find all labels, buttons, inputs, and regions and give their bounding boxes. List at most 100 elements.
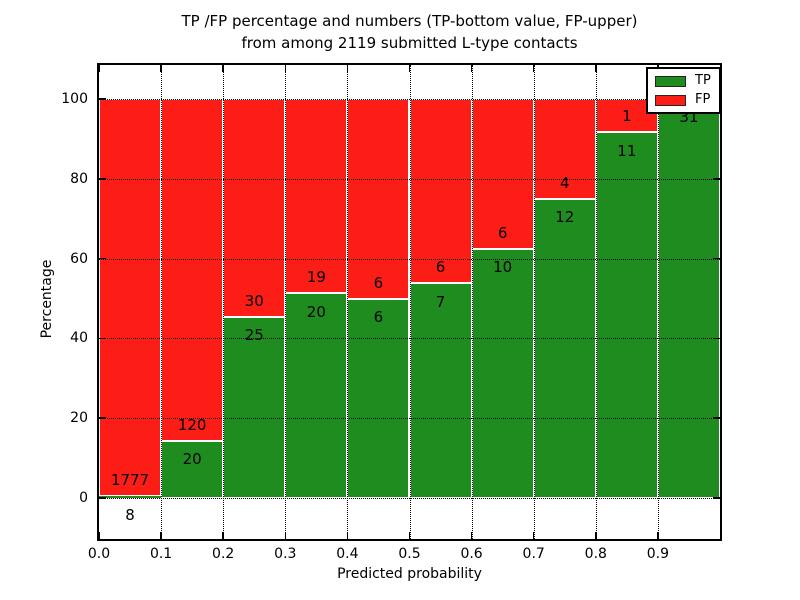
tp-count-label: 11	[617, 141, 637, 160]
legend-label: FP	[695, 92, 711, 107]
fp-bar-segment	[409, 99, 472, 284]
v-gridline	[285, 65, 287, 539]
y-tick-label: 40	[70, 330, 88, 347]
tp-bar-segment	[595, 132, 658, 498]
x-tick-mark	[160, 65, 162, 72]
fp-count-label: 30	[244, 291, 264, 310]
x-tick-mark	[284, 65, 287, 72]
y-tick-mark	[99, 337, 106, 340]
x-tick-label: 0.9	[646, 546, 670, 562]
tp-count-label: 7	[435, 292, 446, 311]
tp-count-label: 20	[182, 450, 202, 469]
x-tick-mark	[160, 532, 162, 539]
y-tick-mark	[713, 178, 720, 180]
v-gridline	[409, 65, 411, 539]
plot-area: 1777812020302519206667610412111031	[97, 63, 722, 541]
x-tick-label: 0.8	[584, 546, 607, 562]
x-tick-mark	[346, 65, 349, 72]
legend-label: TP	[695, 73, 711, 88]
y-axis-label: Percentage	[39, 259, 55, 339]
v-gridline	[533, 65, 535, 539]
fp-bar-segment	[99, 99, 162, 497]
chart-title: TP /FP percentage and numbers (TP-bottom…	[99, 10, 720, 54]
x-tick-mark	[98, 532, 100, 539]
x-tick-label: 0.0	[87, 546, 111, 562]
fp-count-label: 1	[622, 107, 632, 126]
v-gridline	[347, 65, 349, 539]
y-tick-mark	[99, 417, 106, 419]
fp-count-label: 120	[177, 416, 207, 435]
y-tick-label: 20	[70, 410, 88, 427]
x-tick-label: 0.1	[149, 546, 173, 562]
fp-count-label: 6	[435, 258, 446, 277]
y-tick-mark	[713, 497, 720, 499]
tp-bar-segment	[99, 496, 162, 498]
tp-count-label: 12	[555, 208, 575, 227]
fp-bar-segment	[223, 99, 286, 317]
fp-bar-segment	[471, 99, 534, 249]
tp-count-label: 20	[306, 302, 326, 321]
tp-bar-segment	[409, 283, 472, 498]
y-tick-label: 80	[70, 170, 88, 187]
x-tick-mark	[408, 532, 411, 539]
x-tick-label: 0.2	[212, 546, 235, 562]
tp-count-label: 25	[244, 325, 264, 344]
tp-bar-segment	[285, 293, 348, 498]
fp-bar-segment	[347, 99, 410, 299]
x-tick-label: 0.7	[522, 546, 545, 562]
x-tick-mark	[470, 65, 473, 72]
fp-count-label: 6	[497, 223, 508, 242]
tp-bar-segment	[223, 316, 286, 498]
y-tick-mark	[713, 257, 720, 260]
legend-entry: TP	[655, 74, 711, 88]
x-tick-mark	[346, 532, 349, 539]
v-gridline	[595, 65, 597, 539]
tp-count-label: 8	[125, 505, 135, 524]
x-tick-mark	[470, 532, 473, 539]
x-tick-label: 0.5	[398, 546, 421, 562]
y-tick-label: 60	[70, 250, 88, 267]
legend-swatch-fp	[655, 94, 686, 106]
y-tick-mark	[99, 497, 106, 499]
tp-bar-segment	[347, 298, 410, 498]
x-tick-mark	[284, 532, 287, 539]
legend-swatch-tp	[655, 75, 686, 87]
fp-count-label: 1777	[110, 471, 150, 490]
fp-count-label: 6	[373, 273, 384, 292]
tp-bar-segment	[471, 248, 534, 498]
y-tick-label: 100	[61, 91, 88, 107]
fp-count-label: 19	[306, 268, 326, 287]
tp-count-label: 10	[493, 257, 513, 276]
fp-bar-segment	[161, 99, 224, 441]
x-tick-mark	[595, 65, 597, 72]
y-tick-mark	[99, 98, 106, 100]
y-tick-mark	[713, 417, 720, 419]
v-gridline	[161, 65, 163, 539]
fp-bar-segment	[285, 99, 348, 294]
x-tick-mark	[222, 532, 224, 539]
x-tick-label: 0.6	[460, 546, 483, 562]
y-tick-mark	[99, 257, 106, 260]
x-tick-mark	[595, 532, 597, 539]
x-tick-label: 0.3	[274, 546, 297, 562]
fp-count-label: 4	[559, 173, 570, 192]
legend-entry: FP	[655, 93, 711, 107]
y-tick-mark	[713, 337, 720, 340]
x-tick-mark	[532, 65, 535, 72]
chart-title-line2: from among 2119 submitted L-type contact…	[241, 34, 578, 52]
x-tick-mark	[222, 65, 224, 72]
y-tick-label: 0	[79, 490, 88, 506]
v-gridline	[223, 65, 225, 539]
x-tick-mark	[657, 532, 659, 539]
tp-bar-segment	[657, 99, 720, 498]
legend: TP FP	[646, 67, 721, 114]
chart-title-line1: TP /FP percentage and numbers (TP-bottom…	[181, 12, 638, 30]
x-tick-label: 0.4	[336, 546, 359, 562]
tp-count-label: 6	[373, 307, 384, 326]
y-tick-mark	[99, 178, 106, 180]
v-gridline	[471, 65, 473, 539]
x-axis-label: Predicted probability	[337, 566, 482, 582]
x-tick-mark	[98, 65, 100, 72]
v-gridline	[657, 65, 659, 539]
